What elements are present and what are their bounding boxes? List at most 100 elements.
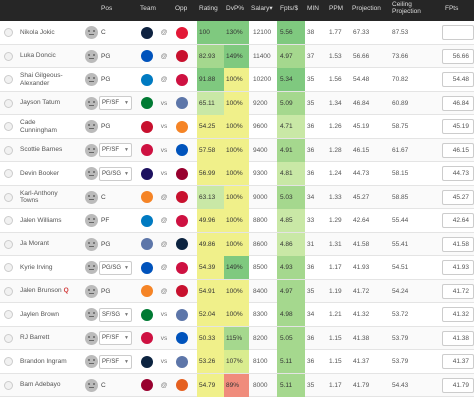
position-select[interactable]: SF/SG ▼: [99, 307, 132, 322]
player-name[interactable]: Brandon Ingram: [20, 350, 80, 373]
table-row[interactable]: Scottie Barnes PF/SF ▼ vs 57.58 100% 9400…: [0, 138, 474, 162]
fpts-input[interactable]: 41.37: [442, 354, 474, 369]
player-name[interactable]: Jayson Tatum: [20, 92, 80, 115]
table-row[interactable]: Nikola Jokic C @ 100 130% 12100 5.56 38 …: [0, 21, 474, 45]
player-name[interactable]: Karl-Anthony Towns: [20, 186, 80, 209]
col-min[interactable]: MIN: [307, 5, 319, 12]
dvp-cell: 100%: [224, 232, 249, 256]
rating-cell: 53.26: [197, 350, 224, 373]
table-row[interactable]: Luka Doncic PG @ 82.93 149% 11400 4.97 3…: [0, 44, 474, 68]
position-cell: PG: [99, 115, 132, 138]
fpts-input[interactable]: [442, 25, 474, 40]
chevron-down-icon: ▼: [124, 100, 129, 106]
col-projection[interactable]: Projection: [352, 5, 381, 12]
table-row[interactable]: Jayson Tatum PF/SF ▼ vs 65.11 100% 9200 5…: [0, 91, 474, 115]
lock-toggle[interactable]: [4, 350, 14, 373]
player-name-line1: Bam Adebayo: [20, 381, 61, 389]
table-row[interactable]: Jalen Brunson Q PG @ 54.91 100% 8400 4.97…: [0, 279, 474, 303]
table-row[interactable]: Jalen Williams PF @ 49.96 100% 8800 4.85…: [0, 209, 474, 233]
lock-toggle[interactable]: [4, 374, 14, 397]
player-name[interactable]: Shai Gilgeous- Alexander: [20, 68, 80, 91]
player-name[interactable]: Jalen Williams: [20, 209, 80, 232]
salary-cell: 9200: [253, 99, 268, 107]
lock-toggle[interactable]: [4, 139, 14, 162]
table-row[interactable]: RJ Barrett PF/SF ▼ vs 50.33 115% 8200 5.0…: [0, 326, 474, 350]
fpts-input[interactable]: 41.32: [442, 307, 474, 322]
fpts-input[interactable]: 41.79: [442, 377, 474, 393]
table-row[interactable]: Brandon Ingram PF/SF ▼ vs 53.26 107% 8100…: [0, 350, 474, 374]
col-fpts[interactable]: FPts: [445, 5, 459, 12]
position-select[interactable]: PG/SG ▼: [99, 166, 132, 181]
salary-cell: 12100: [253, 29, 272, 36]
position-select[interactable]: PF/SF ▼: [99, 331, 132, 345]
ceiling-projection-cell: 87.53: [392, 29, 409, 36]
player-name[interactable]: Bam Adebayo: [20, 374, 80, 397]
col-dvp[interactable]: DvP%: [226, 5, 245, 12]
lock-toggle[interactable]: [4, 327, 14, 350]
fpts-input[interactable]: 41.38: [442, 330, 474, 346]
fpts-input[interactable]: 41.72: [442, 283, 474, 299]
table-row[interactable]: Bam Adebayo C @ 54.79 89% 8000 5.11 35 1…: [0, 373, 474, 397]
table-row[interactable]: Devin Booker PG/SG ▼ vs 56.99 100% 9300 4…: [0, 162, 474, 186]
table-row[interactable]: Jaylen Brown SF/SG ▼ vs 52.04 100% 8300 4…: [0, 303, 474, 327]
col-pos[interactable]: Pos: [101, 5, 113, 12]
col-opp[interactable]: Opp: [175, 5, 188, 12]
fpts-input[interactable]: 54.48: [442, 72, 474, 87]
lock-toggle[interactable]: [4, 162, 14, 185]
position-select[interactable]: PF/SF ▼: [99, 354, 132, 369]
player-name[interactable]: Jaylen Brown: [20, 303, 80, 326]
lock-toggle[interactable]: [4, 280, 14, 303]
fpts-input[interactable]: 56.66: [442, 48, 474, 64]
col-rating[interactable]: Rating: [199, 5, 218, 12]
player-name-line1: Ja Morant: [20, 240, 49, 248]
fpts-input[interactable]: 41.93: [442, 260, 474, 275]
player-photo: [84, 68, 98, 91]
lock-toggle[interactable]: [4, 209, 14, 232]
player-name[interactable]: Nikola Jokic: [20, 21, 80, 44]
player-name[interactable]: Luka Doncic: [20, 45, 80, 68]
table-row[interactable]: Ja Morant PG @ 49.86 100% 8600 4.86 31 1…: [0, 232, 474, 256]
col-ppm[interactable]: PPM: [329, 5, 344, 12]
col-fpts-per-dollar[interactable]: Fpts/$: [280, 5, 299, 12]
fpts-input[interactable]: 42.64: [442, 213, 474, 228]
player-name[interactable]: Jalen Brunson Q: [20, 280, 80, 303]
position-select[interactable]: PF/SF ▼: [99, 143, 132, 157]
player-name[interactable]: Devin Booker: [20, 162, 80, 185]
player-name[interactable]: Scottie Barnes: [20, 139, 80, 162]
dvp-cell: 100%: [224, 185, 249, 209]
position-select[interactable]: PG/SG ▼: [99, 260, 132, 275]
player-name[interactable]: RJ Barrett: [20, 327, 80, 350]
table-row[interactable]: Karl-Anthony Towns C @ 63.13 100% 9000 5.…: [0, 185, 474, 209]
col-ceiling[interactable]: Ceiling Projection: [392, 1, 421, 16]
table-row[interactable]: Shai Gilgeous- Alexander PG @ 91.88 100% …: [0, 68, 474, 92]
lock-toggle[interactable]: [4, 92, 14, 115]
lock-toggle[interactable]: [4, 186, 14, 209]
lock-toggle[interactable]: [4, 45, 14, 68]
player-name[interactable]: Ja Morant: [20, 233, 80, 256]
lock-toggle[interactable]: [4, 256, 14, 279]
chevron-down-icon: ▼: [124, 264, 129, 271]
player-name[interactable]: Kyrie Irving: [20, 256, 80, 279]
lock-toggle[interactable]: [4, 21, 14, 44]
player-photo: [84, 186, 98, 209]
table-row[interactable]: Cade Cunningham PG vs 54.25 100% 9600 4.7…: [0, 115, 474, 139]
opponent-logo: [175, 45, 189, 68]
position-select[interactable]: PF/SF ▼: [99, 96, 132, 110]
fpts-input[interactable]: 45.19: [442, 119, 474, 134]
lock-toggle[interactable]: [4, 303, 14, 326]
lock-toggle[interactable]: [4, 233, 14, 256]
lock-toggle[interactable]: [4, 115, 14, 138]
player-name[interactable]: Cade Cunningham: [20, 115, 80, 138]
table-row[interactable]: Kyrie Irving PG/SG ▼ @ 54.39 149% 8500 4.…: [0, 256, 474, 280]
fpts-input[interactable]: 41.58: [442, 236, 474, 252]
fpts-input[interactable]: 44.73: [442, 166, 474, 181]
col-salary[interactable]: Salary▾: [251, 5, 273, 12]
team-logo: [140, 21, 154, 44]
col-team[interactable]: Team: [140, 5, 156, 12]
lock-toggle[interactable]: [4, 68, 14, 91]
fpts-input[interactable]: 45.27: [442, 189, 474, 205]
home-away-label: vs: [160, 358, 168, 365]
fpts-input[interactable]: 46.15: [442, 142, 474, 158]
salary-cell: 8100: [253, 358, 268, 365]
fpts-input[interactable]: 46.84: [442, 95, 474, 111]
